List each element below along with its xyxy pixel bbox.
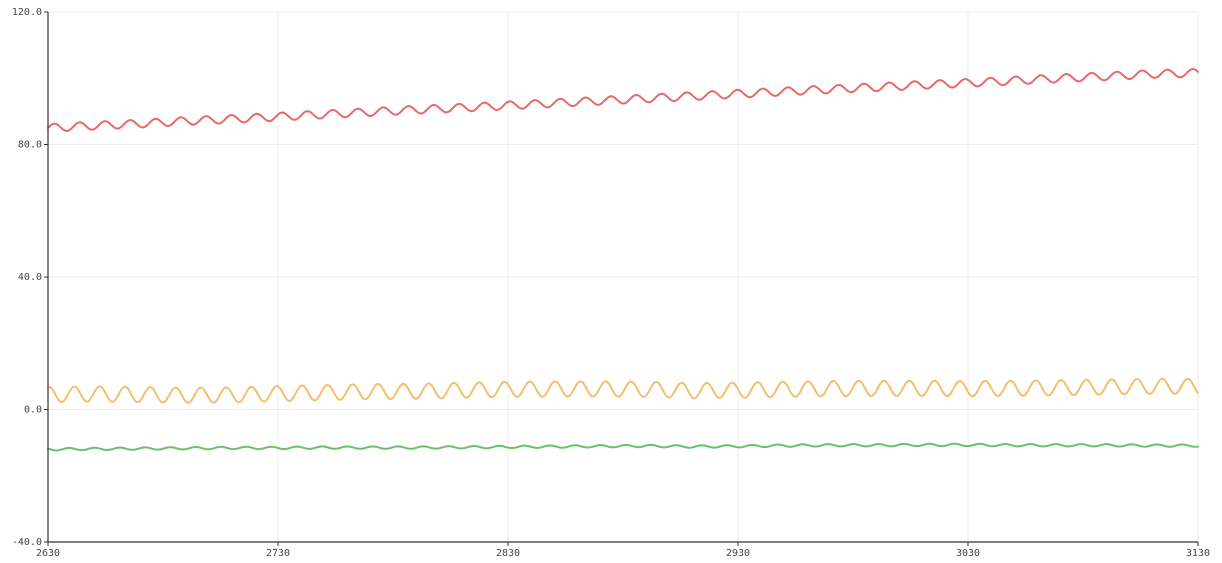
series-line-1 — [47, 68, 1199, 132]
y-tick-label: -40.0 — [12, 537, 42, 548]
series-layer — [47, 68, 1199, 452]
grid — [48, 11, 1199, 542]
x-tick-label: 3030 — [956, 548, 980, 559]
tick-labels: 2630 2730 2830 2930 3030 3130 -40.0 0.0 40.0 80.0… — [12, 7, 1210, 559]
x-tick-label: 2930 — [726, 548, 750, 559]
y-tick-label: 80.0 — [18, 140, 42, 151]
x-tick-label: 2630 — [36, 548, 60, 559]
y-tick-label: 120.0 — [12, 7, 42, 18]
x-tick-label: 2730 — [266, 548, 290, 559]
series-line-2 — [47, 377, 1199, 404]
x-tick-label: 3130 — [1186, 548, 1210, 559]
y-tick-label: 0.0 — [24, 405, 42, 416]
x-tick-label: 2830 — [496, 548, 520, 559]
series-line-3 — [47, 442, 1199, 452]
y-tick-label: 40.0 — [18, 272, 42, 283]
